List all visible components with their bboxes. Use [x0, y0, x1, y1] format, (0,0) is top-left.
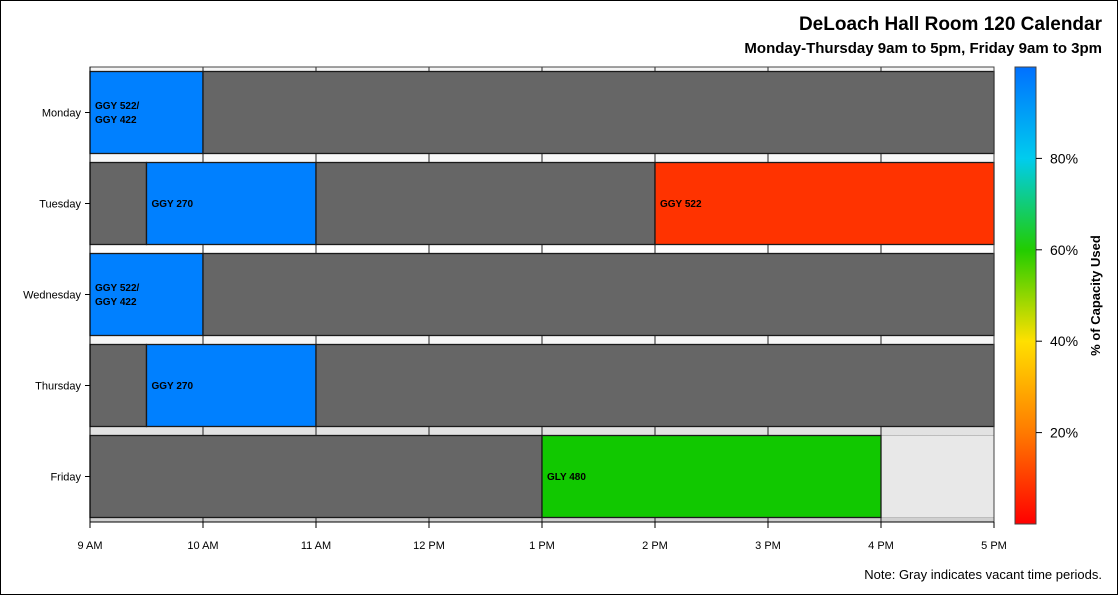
bar-label: GGY 522/: [95, 283, 140, 294]
bar-label: GGY 522: [660, 199, 702, 210]
x-tick-label: 4 PM: [868, 540, 894, 552]
colorbar-tick-label: 20%: [1050, 425, 1078, 441]
class-booking-bar: [654, 161, 995, 246]
chart-note: Note: Gray indicates vacant time periods…: [864, 567, 1102, 582]
chart-title: DeLoach Hall Room 120 Calendar: [798, 14, 1102, 35]
vacant-period-bar: [202, 70, 995, 155]
bar-label: GGY 270: [152, 199, 194, 210]
colorbar: [1014, 66, 1037, 525]
vacant-period-bar: [89, 161, 148, 246]
x-tick-label: 3 PM: [755, 540, 781, 552]
bar-label: GGY 422: [95, 115, 137, 126]
x-tick-label: 10 AM: [187, 540, 218, 552]
y-tick-label: Friday: [50, 472, 81, 484]
colorbar-title: % of Capacity Used: [1088, 235, 1103, 356]
x-tick-label: 5 PM: [981, 540, 1007, 552]
vacant-period-bar: [202, 252, 995, 337]
bar-label: GGY 522/: [95, 101, 140, 112]
y-tick-label: Tuesday: [39, 199, 81, 211]
x-tick-label: 11 AM: [301, 540, 331, 552]
bar-label: GLY 480: [547, 472, 586, 483]
y-tick-label: Monday: [42, 108, 82, 120]
bar-label: GGY 270: [152, 381, 194, 392]
class-booking-bar: [89, 70, 204, 155]
x-tick-label: 12 PM: [413, 540, 445, 552]
x-tick-label: 9 AM: [77, 540, 102, 552]
y-tick-label: Wednesday: [23, 290, 81, 302]
vacant-period-bar: [89, 434, 543, 519]
class-booking-bar: [89, 252, 204, 337]
colorbar-tick-label: 60%: [1050, 242, 1078, 258]
class-booking-bar: [541, 434, 882, 519]
vacant-period-bar: [89, 343, 148, 428]
vacant-period-bar: [315, 161, 656, 246]
class-booking-bar: [145, 343, 317, 428]
x-tick-label: 1 PM: [529, 540, 555, 552]
colorbar-tick-label: 40%: [1050, 333, 1078, 349]
y-tick-label: Thursday: [35, 381, 81, 393]
vacant-period-bar: [315, 343, 995, 428]
chart-subtitle: Monday-Thursday 9am to 5pm, Friday 9am t…: [744, 40, 1102, 57]
colorbar-tick-label: 80%: [1050, 150, 1078, 166]
class-booking-bar: [145, 161, 317, 246]
bar-label: GGY 422: [95, 297, 137, 308]
outside-hours-block: [880, 435, 995, 518]
x-tick-label: 2 PM: [642, 540, 668, 552]
